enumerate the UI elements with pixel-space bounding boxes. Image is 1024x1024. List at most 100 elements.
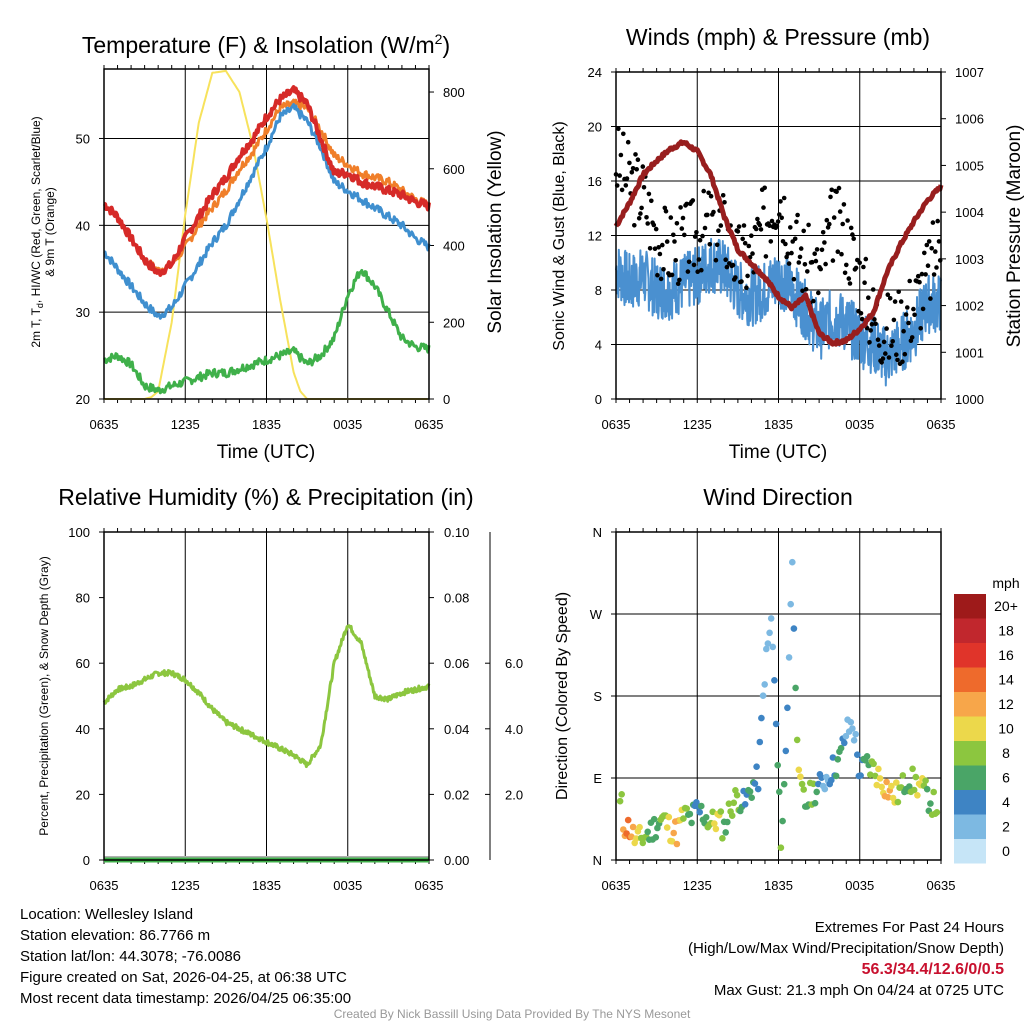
- gust-point: [749, 233, 754, 238]
- gust-point: [702, 225, 708, 231]
- gust-point: [716, 228, 721, 233]
- y-tick-label: 40: [76, 218, 90, 233]
- gust-point: [623, 183, 629, 188]
- gust-point: [649, 198, 654, 204]
- direction-point: [725, 800, 733, 807]
- colorbar-swatch: [954, 741, 986, 766]
- y2-tick-label: 800: [443, 85, 465, 100]
- plot-frame: [103, 531, 430, 861]
- x-tick-label: 1835: [764, 878, 793, 893]
- direction-point: [741, 801, 749, 808]
- direction-point: [912, 773, 920, 781]
- gust-point: [841, 202, 847, 207]
- gust-point: [769, 218, 775, 224]
- gust-point: [672, 239, 677, 244]
- gust-point: [819, 247, 825, 253]
- gust-point: [724, 264, 730, 270]
- x-tick-label: 0035: [333, 417, 362, 432]
- gust-point: [797, 254, 803, 260]
- temperature-ylabel: 2m T, Td, HI/WC (Red, Green, Scarlet/Blu…: [29, 116, 45, 347]
- gust-point: [839, 251, 844, 257]
- gust-point: [736, 224, 742, 229]
- y2-tick-label: 200: [443, 315, 465, 330]
- extremes-subtitle: (High/Low/Max Wind/Precipitation/Snow De…: [688, 940, 1004, 957]
- colorbar-swatch: [954, 692, 986, 717]
- gust-point: [909, 335, 915, 340]
- gust-point: [822, 240, 827, 245]
- direction-point: [668, 838, 676, 845]
- direction-point: [665, 813, 673, 821]
- direction-point: [758, 714, 765, 722]
- gust-point: [778, 199, 783, 204]
- y-tick-label: 50: [76, 131, 90, 146]
- insolation-ylabel: Solar Insolation (Yellow): [485, 130, 506, 333]
- gust-point: [616, 126, 621, 132]
- direction-point: [686, 810, 694, 818]
- y-tick-label: 24: [588, 65, 602, 80]
- gust-point: [705, 212, 710, 218]
- x-tick-label: 0635: [415, 878, 444, 893]
- direction-point: [753, 763, 760, 770]
- gust-point: [931, 272, 937, 277]
- direction-point: [624, 816, 632, 824]
- gust-point: [895, 357, 900, 363]
- gust-point: [625, 139, 631, 145]
- y2-tick-label: 600: [443, 162, 465, 177]
- gust-point: [824, 217, 830, 223]
- gust-point: [695, 269, 700, 275]
- colorbar-label: 6: [1002, 770, 1010, 786]
- direction-point: [790, 625, 798, 632]
- y2-tick-label: 1007: [955, 65, 984, 80]
- gust-point: [798, 246, 804, 251]
- gust-point: [796, 260, 802, 265]
- direction-point: [696, 808, 703, 816]
- gust-point: [664, 239, 670, 244]
- gust-point: [836, 185, 842, 191]
- gust-point: [697, 237, 703, 243]
- direction-point: [884, 794, 892, 801]
- direction-point: [930, 788, 937, 796]
- gust-point: [794, 219, 799, 225]
- gust-point: [857, 260, 862, 266]
- gust-point: [781, 195, 787, 201]
- gust-point: [918, 326, 923, 331]
- y-tick-label: W: [590, 607, 603, 622]
- direction-point: [857, 772, 864, 779]
- gust-point: [853, 265, 859, 271]
- gust-point: [887, 296, 893, 301]
- direction-point: [841, 739, 848, 747]
- gust-point: [708, 193, 714, 199]
- colorbar-swatch: [954, 814, 986, 839]
- gust-point: [646, 191, 652, 197]
- colorbar-swatch: [954, 618, 986, 643]
- gust-point: [814, 247, 820, 252]
- direction-point: [811, 799, 819, 807]
- direction-point: [782, 747, 790, 755]
- gust-point: [690, 198, 696, 203]
- direction-point: [852, 730, 859, 738]
- gust-point: [682, 232, 687, 238]
- direction-point: [636, 823, 643, 831]
- winds-title: Winds (mph) & Pressure (mb): [626, 24, 930, 50]
- gust-point: [740, 236, 745, 242]
- direction-point: [797, 773, 804, 780]
- gust-point: [859, 316, 865, 322]
- wind-direction-title: Wind Direction: [703, 484, 853, 510]
- direction-point: [769, 643, 777, 651]
- gust-point: [639, 205, 644, 211]
- direction-point: [719, 835, 726, 842]
- gust-point: [934, 265, 939, 270]
- y-tick-label: 60: [76, 656, 90, 671]
- gust-point: [844, 262, 849, 268]
- direction-point: [810, 780, 817, 788]
- colorbar-label: 4: [1002, 794, 1010, 810]
- x-tick-label: 1835: [764, 417, 793, 432]
- y-tick-label: 20: [76, 392, 90, 407]
- gust-point: [685, 269, 691, 274]
- direction-point: [834, 756, 842, 763]
- direction-point: [923, 785, 931, 793]
- direction-point: [702, 814, 710, 821]
- gust-point: [862, 280, 867, 286]
- gust-point: [809, 259, 815, 265]
- gust-point: [647, 246, 653, 251]
